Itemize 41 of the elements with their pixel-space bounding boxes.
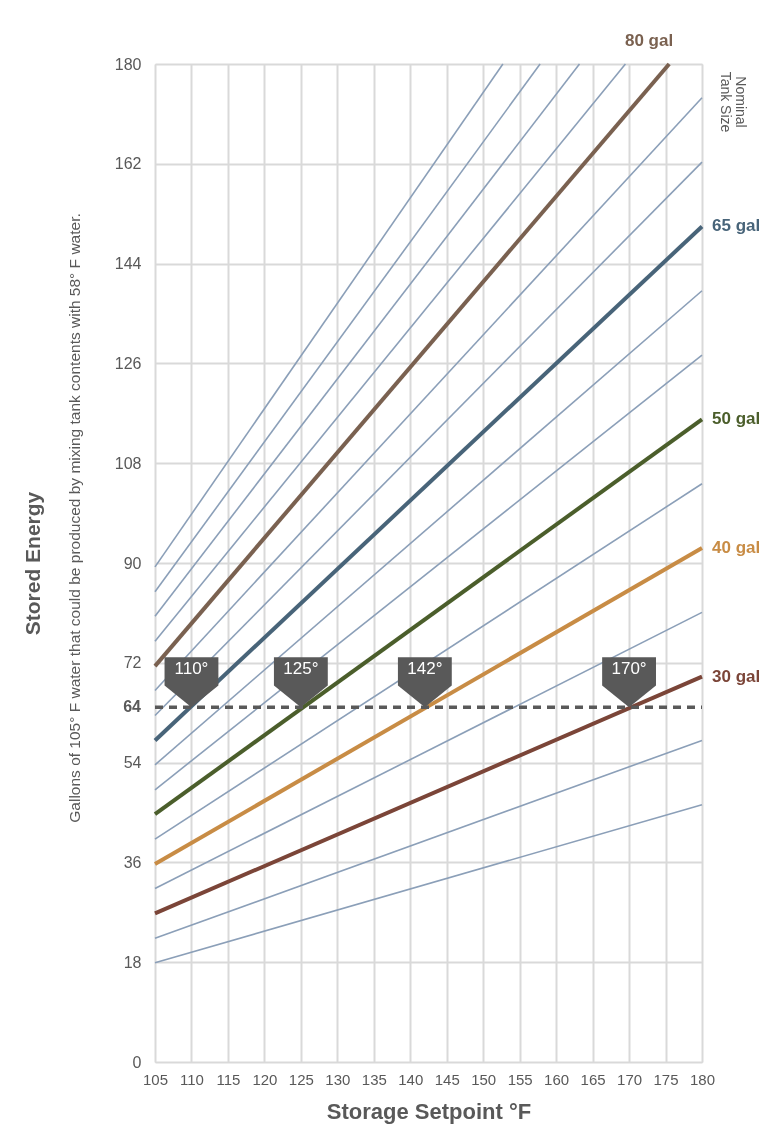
x-tick-label: 120	[252, 1070, 278, 1088]
x-tick-label: 135	[361, 1070, 387, 1088]
x-tick-label: 110	[180, 1070, 204, 1088]
y-tick-label: 36	[123, 853, 142, 871]
series-label: 30 gal	[712, 666, 761, 686]
y-tick-label: 162	[114, 155, 142, 173]
y-axis-title: Stored Energy	[20, 491, 44, 636]
series-label: 65 gal	[712, 216, 761, 236]
annotation: 142°	[407, 659, 443, 679]
annotation: 170°	[611, 659, 647, 679]
x-tick-label: 145	[434, 1070, 460, 1088]
annotation: 125°	[283, 659, 319, 679]
x-tick-label: 125	[288, 1070, 314, 1088]
x-tick-label: 155	[507, 1070, 533, 1088]
series-label: 80 gal	[624, 31, 674, 50]
x-tick-label: 165	[580, 1070, 606, 1088]
x-tick-label: 175	[653, 1070, 679, 1088]
x-axis-title: Storage Setpoint °F	[326, 1098, 532, 1124]
y-tick-label: 126	[114, 354, 142, 372]
x-tick-label: 115	[216, 1070, 241, 1088]
x-tick-label: 150	[471, 1070, 497, 1088]
series-label: 40 gal	[712, 538, 761, 558]
y-tick-label: 90	[123, 554, 142, 572]
ref-line-label: 64	[123, 698, 142, 716]
x-tick-label: 170	[617, 1070, 643, 1088]
x-tick-label: 180	[689, 1070, 716, 1088]
y-tick-label: 72	[123, 654, 142, 672]
y-tick-label: 54	[123, 754, 142, 772]
text: Nominal Tank Size	[718, 71, 749, 133]
text: Gallons of 105° F water that could be produced by mixing tank contents with 58° F water.	[66, 213, 83, 823]
x-tick-label: 140	[398, 1070, 424, 1088]
x-tick-label: 130	[325, 1070, 351, 1088]
y-tick-label: 144	[114, 255, 142, 273]
y-tick-label: 180	[114, 55, 142, 73]
x-tick-label: 105	[142, 1070, 169, 1088]
y-tick-label: 18	[123, 953, 142, 971]
y-tick-label: 0	[132, 1053, 142, 1071]
annotation: 110°	[174, 659, 209, 679]
y-tick-label: 108	[114, 454, 142, 472]
x-tick-label: 160	[544, 1070, 570, 1088]
series-label: 50 gal	[712, 409, 761, 429]
